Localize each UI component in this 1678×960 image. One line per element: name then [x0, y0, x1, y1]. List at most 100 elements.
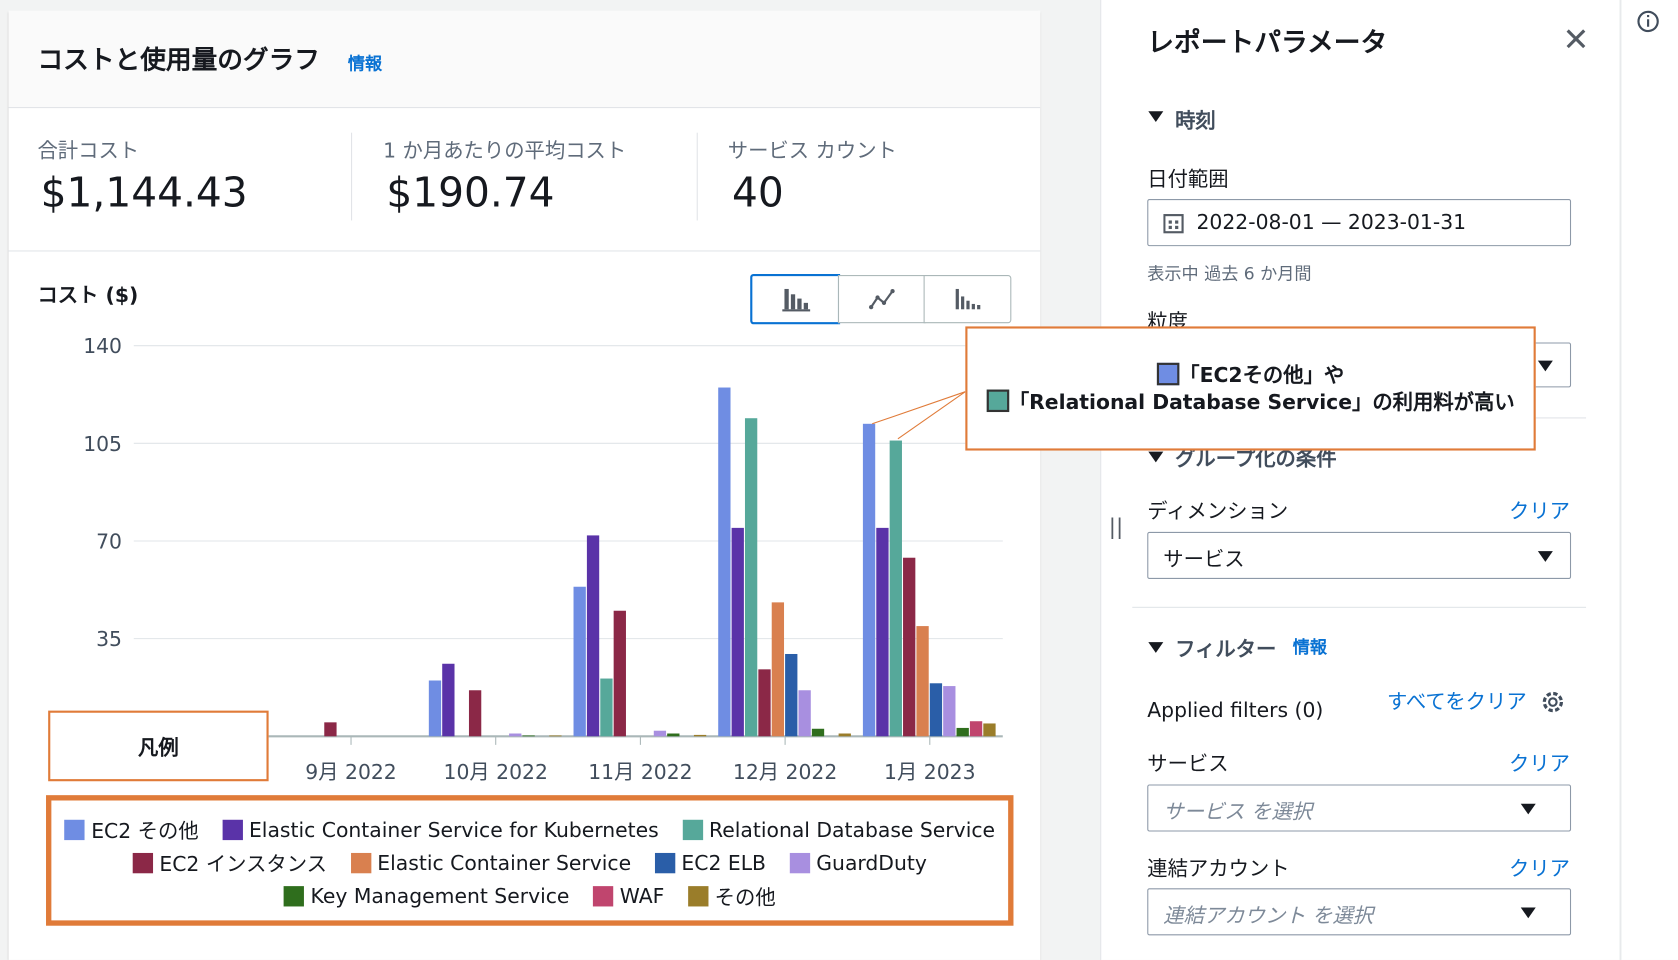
legend-label: その他 — [714, 886, 776, 910]
bar — [876, 527, 889, 737]
bar — [428, 680, 442, 737]
legend-item[interactable]: その他 — [687, 882, 776, 911]
legend-label: Key Management Service — [310, 884, 570, 909]
panel-title: レポートパラメータ — [1147, 26, 1388, 58]
service-select[interactable]: サービス を選択 — [1147, 784, 1572, 832]
section-heading[interactable]: フィルター — [1175, 637, 1277, 662]
date-range-input[interactable]: 2022-08-01 — 2023-01-31 — [1147, 199, 1572, 247]
info-link[interactable]: 情報 — [347, 53, 383, 74]
legend-row: Key Management Service WAF その他 — [51, 880, 1008, 913]
bar — [522, 735, 535, 737]
chart: 35 70 105 140 9月 2022 10月 2022 11月 2022 12月 202… — [83, 334, 1003, 784]
dimension-select[interactable]: サービス — [1147, 531, 1572, 579]
legend-item[interactable]: Relational Database Service — [682, 818, 995, 842]
bar — [889, 440, 902, 737]
metric-value: 40 — [732, 169, 784, 217]
annotation-line: 「EC2その他」や — [967, 362, 1533, 390]
bar — [758, 669, 771, 737]
expand-icon[interactable] — [1148, 642, 1164, 653]
y-axis-label: コスト ($) — [37, 283, 139, 308]
bar-chart-toggle[interactable] — [750, 273, 841, 325]
field-label: ディメンション — [1147, 499, 1289, 524]
stacked-chart-toggle[interactable] — [923, 275, 1012, 324]
legend-swatch — [222, 819, 243, 841]
bar — [943, 686, 956, 737]
y-tick-label: 35 — [96, 627, 122, 651]
account-select[interactable]: 連結アカウント を選択 — [1147, 888, 1572, 936]
bar — [468, 690, 482, 737]
legend-swatch — [682, 819, 703, 841]
bar — [718, 387, 731, 737]
legend-label: Relational Database Service — [709, 818, 996, 842]
expand-icon[interactable] — [1148, 451, 1164, 463]
legend-label: Elastic Container Service for Kubernetes — [248, 818, 659, 842]
bar — [573, 586, 586, 737]
legend-label: GuardDuty — [816, 851, 927, 875]
x-tick-label: 11月 2022 — [588, 760, 692, 784]
legend-item[interactable]: GuardDuty — [789, 851, 927, 875]
bar — [613, 610, 626, 737]
bar — [731, 527, 744, 737]
legend-item[interactable]: Elastic Container Service for Kubernetes — [222, 818, 659, 842]
info-link[interactable]: 情報 — [1292, 636, 1328, 658]
bar — [586, 535, 600, 737]
section-heading[interactable]: 時刻 — [1175, 109, 1216, 133]
placeholder: サービス を選択 — [1163, 800, 1313, 825]
bar — [798, 690, 811, 737]
legend-row: EC2 インスタンス Elastic Container Service EC2 E… — [51, 847, 1008, 880]
legend-row: EC2 その他 Elastic Container Service for Kub… — [51, 813, 1008, 846]
legend-label: EC2 ELB — [681, 851, 766, 875]
clear-all-link[interactable]: すべてをクリア — [1386, 690, 1527, 714]
annotation-text: 「Relational Database Service」の利用料が高い — [1008, 390, 1515, 415]
legend-item[interactable]: Elastic Container Service — [350, 851, 631, 875]
resize-handle[interactable]: || — [1108, 513, 1124, 540]
legend-item[interactable]: Key Management Service — [283, 884, 570, 909]
metric-value: $190.74 — [386, 169, 555, 217]
line-chart-toggle[interactable] — [837, 275, 926, 324]
legend-swatch — [132, 852, 153, 874]
bar — [983, 723, 996, 737]
legend-item[interactable]: EC2 ELB — [654, 851, 766, 875]
applied-filters: Applied filters (0) — [1147, 698, 1324, 723]
divider — [351, 132, 353, 221]
info-icon[interactable] — [1635, 9, 1661, 35]
bar — [549, 735, 562, 737]
annotation-line: 「Relational Database Service」の利用料が高い — [967, 389, 1533, 417]
annotation-callout: 「EC2その他」や 「Relational Database Service」の… — [965, 326, 1536, 451]
legend-title: 凡例 — [48, 710, 269, 782]
metric-label: 1 か月あたりの平均コスト — [383, 139, 627, 163]
clear-link[interactable]: クリア — [1508, 752, 1571, 776]
bar — [693, 734, 707, 737]
bar — [744, 418, 758, 737]
card-title: コストと使用量のグラフ — [37, 44, 320, 75]
legend-swatch — [687, 886, 709, 907]
bar — [785, 653, 798, 737]
y-tick-label: 105 — [83, 432, 122, 456]
clear-link[interactable]: クリア — [1508, 499, 1571, 524]
bar — [838, 733, 851, 737]
clear-link[interactable]: クリア — [1508, 857, 1571, 881]
divider — [1132, 606, 1587, 608]
section-heading[interactable]: グループ化の条件 — [1175, 447, 1337, 471]
x-tick-label: 10月 2022 — [444, 760, 548, 784]
field-label: 日付範囲 — [1147, 168, 1229, 192]
bar — [324, 722, 337, 737]
settings-icon[interactable] — [1539, 688, 1567, 716]
legend-item[interactable]: EC2 その他 — [64, 815, 199, 844]
select-value: サービス — [1163, 547, 1245, 572]
bar — [771, 602, 785, 737]
legend-label: WAF — [619, 884, 665, 909]
legend-label: EC2 その他 — [91, 819, 199, 844]
divider — [8, 250, 1041, 252]
legend-item[interactable]: WAF — [593, 884, 665, 909]
bar — [442, 663, 455, 737]
close-button[interactable]: ✕ — [1562, 21, 1590, 59]
date-range-value: 2022-08-01 — 2023-01-31 — [1196, 210, 1467, 235]
metric-label: サービス カウント — [727, 139, 897, 163]
expand-icon[interactable] — [1148, 111, 1164, 123]
bar — [862, 423, 876, 737]
bar — [929, 683, 943, 737]
bar — [903, 557, 916, 737]
legend-item[interactable]: EC2 インスタンス — [132, 849, 327, 878]
